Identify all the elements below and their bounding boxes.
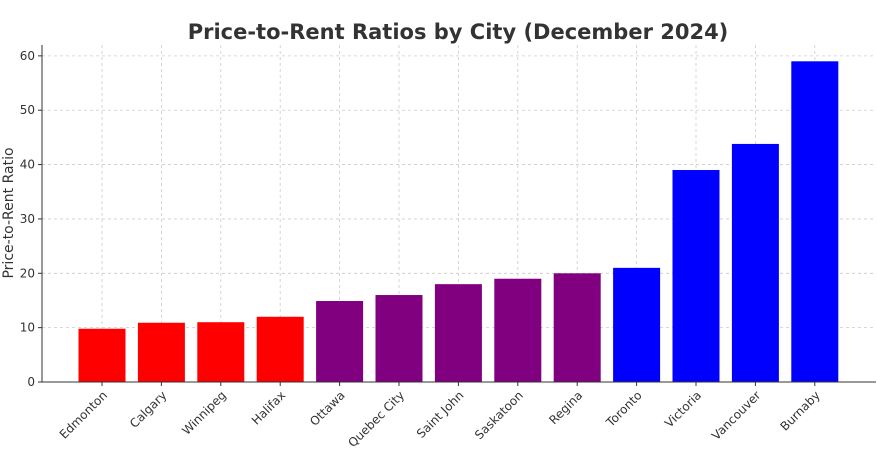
y-tick-label: 20: [20, 266, 35, 280]
axes: [41, 45, 876, 383]
y-tick-label: 0: [27, 375, 35, 389]
y-tick-label: 50: [20, 103, 35, 117]
x-tick-label: Vancouver: [709, 388, 764, 443]
y-tick-label: 10: [20, 321, 35, 335]
x-tick-label: Edmonton: [57, 388, 110, 441]
bar: [316, 301, 364, 382]
bar: [613, 267, 661, 382]
bar: [672, 170, 720, 382]
bar: [434, 284, 482, 382]
x-tick-label: Regina: [546, 388, 585, 427]
x-tick-label: Victoria: [662, 388, 704, 430]
bar: [137, 322, 185, 382]
chart-title: Price-to-Rent Ratios by City (December 2…: [188, 20, 729, 44]
y-tick-label: 30: [20, 212, 35, 226]
bar: [731, 143, 779, 382]
bar: [256, 316, 304, 382]
x-tick-label: Saskatoon: [472, 388, 526, 442]
bar: [494, 278, 542, 382]
y-tick-label: 60: [20, 49, 35, 63]
x-tick-label: Ottawa: [307, 388, 348, 429]
bar: [78, 328, 126, 382]
bar: [197, 322, 245, 382]
x-tick-label: Saint John: [414, 388, 467, 441]
bars: [78, 61, 839, 382]
y-axis-label: Price-to-Rent Ratio: [1, 147, 17, 278]
x-tick-label: Halifax: [249, 388, 288, 427]
x-tick-label: Quebec City: [345, 388, 407, 450]
x-tick-label: Toronto: [603, 388, 645, 430]
x-tick-label: Burnaby: [777, 388, 822, 433]
y-tick-label: 40: [20, 158, 35, 172]
x-tick-label: Calgary: [127, 388, 169, 430]
bar: [791, 61, 839, 382]
x-tick-label: Winnipeg: [179, 388, 229, 438]
bar: [553, 273, 601, 382]
x-ticks: Edmonton Calgary Winnipeg Halifax OttawaQueb…: [57, 382, 823, 450]
bar: [375, 295, 423, 382]
y-ticks: 0 10 20 30 40 50 60: [20, 49, 42, 389]
